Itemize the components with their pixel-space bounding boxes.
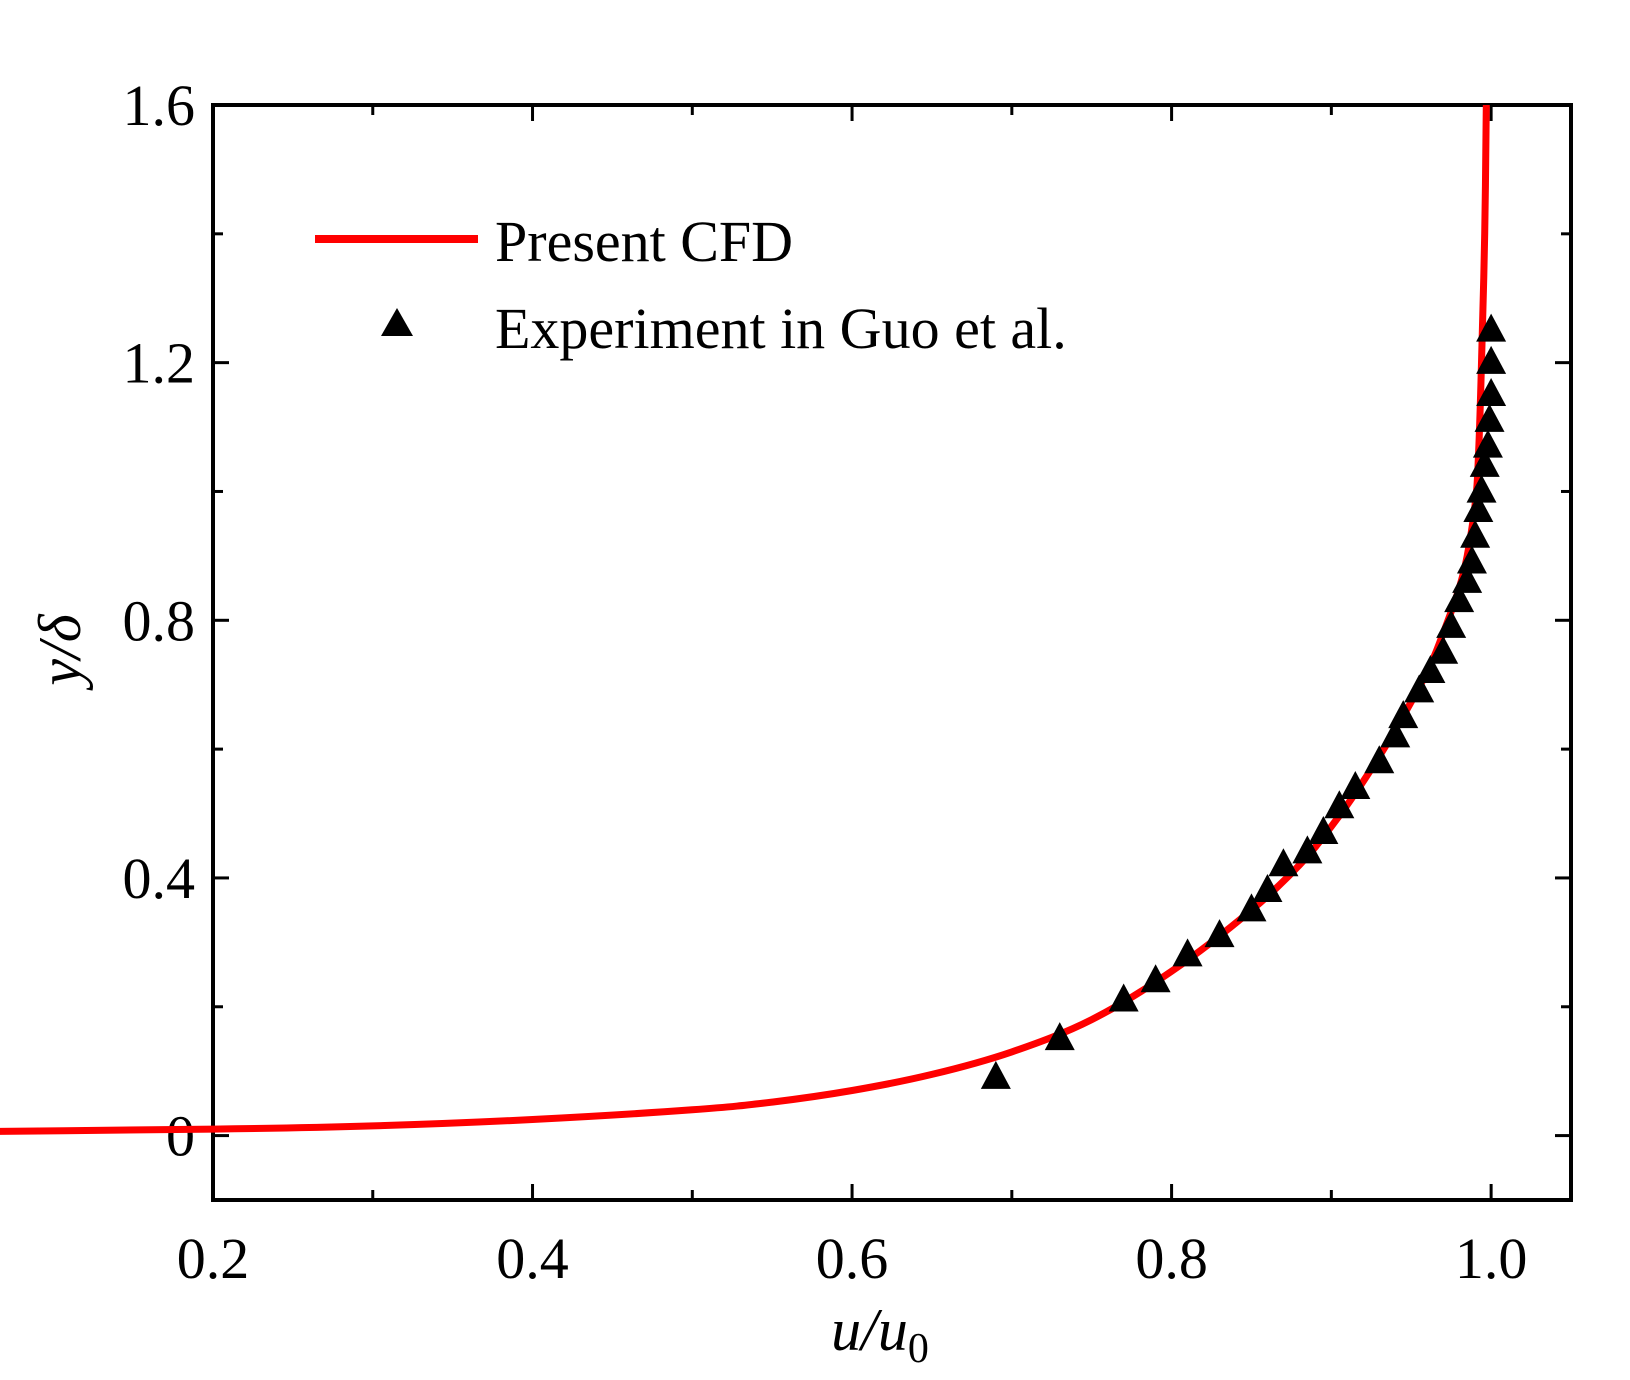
experiment-point — [1252, 874, 1283, 903]
legend-label-experiment: Experiment in Guo et al. — [495, 296, 1067, 361]
experiment-point — [980, 1060, 1011, 1089]
y-axis-title: y/δ — [27, 613, 93, 691]
experiment-point — [1476, 313, 1507, 342]
x-axis-title-subscript: 0 — [908, 1326, 929, 1372]
x-tick-label: 0.4 — [496, 1226, 569, 1291]
x-tick-label: 0.6 — [816, 1226, 889, 1291]
y-tick-label: 1.6 — [123, 73, 196, 138]
experiment-point — [1469, 448, 1500, 477]
x-tick-label: 1.0 — [1455, 1226, 1528, 1291]
experiment-point — [1463, 493, 1494, 522]
experiment-point — [1476, 378, 1507, 407]
experiment-point — [1308, 816, 1339, 845]
experiment-point — [1452, 564, 1483, 593]
experiment-point — [1428, 635, 1459, 664]
legend-label-cfd: Present CFD — [495, 209, 793, 274]
experiment-point — [1415, 655, 1446, 684]
experiment-point — [1474, 403, 1505, 432]
experiment-point — [1380, 719, 1411, 748]
y-tick-label: 0.4 — [123, 846, 196, 911]
y-tick-label: 0.8 — [123, 588, 196, 653]
series-experiment — [980, 313, 1507, 1089]
x-tick-label: 0.8 — [1135, 1226, 1208, 1291]
experiment-point — [1456, 545, 1487, 574]
axis-ticks — [211, 103, 1571, 1200]
legend: Present CFD Experiment in Guo et al. — [315, 209, 1067, 361]
experiment-point — [1236, 893, 1267, 922]
experiment-point — [1108, 983, 1139, 1012]
experiment-point — [1324, 790, 1355, 819]
tick-labels: 0.2 0.4 0.6 0.8 1.0 0 0.4 0.8 1.2 1.6 — [123, 73, 1528, 1291]
experiment-point — [1204, 919, 1235, 948]
plot-border — [211, 103, 1573, 1202]
plot-frame — [211, 103, 1573, 1202]
x-axis-title-main: u/u — [831, 1297, 908, 1363]
experiment-point — [1044, 1022, 1075, 1051]
experiment-point — [1466, 474, 1497, 503]
experiment-point — [1472, 429, 1503, 458]
experiment-point — [1340, 770, 1371, 799]
legend-swatch-experiment — [381, 308, 413, 336]
experiment-point — [1436, 609, 1467, 638]
y-tick-label: 1.2 — [123, 331, 196, 396]
experiment-point — [1460, 519, 1491, 548]
experiment-point — [1388, 700, 1419, 729]
experiment-point — [1364, 745, 1395, 774]
x-axis-title: u/u0 — [831, 1297, 929, 1372]
experiment-point — [1140, 964, 1171, 993]
experiment-point — [1268, 848, 1299, 877]
experiment-point — [1476, 345, 1507, 374]
experiment-point — [1404, 674, 1435, 703]
y-tick-label: 0 — [166, 1104, 195, 1169]
experiment-point — [1172, 938, 1203, 967]
x-tick-label: 0.2 — [177, 1226, 250, 1291]
experiment-point — [1292, 835, 1323, 864]
experiment-point — [1444, 584, 1475, 613]
